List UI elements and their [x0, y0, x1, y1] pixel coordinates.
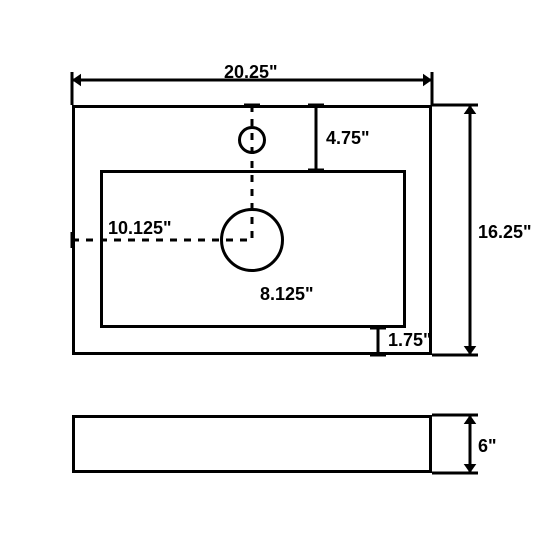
dimension-label-top_outer_width: 20.25" [224, 62, 278, 83]
dimension-label-side_rect_height: 6" [478, 436, 497, 457]
dimension-label-inner_to_bottom: 1.75" [388, 330, 432, 351]
dimension-label-top_outer_height: 16.25" [478, 222, 532, 243]
dimension-label-drain_to_top_outer: 8.125" [260, 284, 314, 305]
diagram-canvas: 20.25" 16.25" 6" 4.75" 1.75" 10.125" 8.125" [0, 0, 550, 550]
dimension-label-drain_to_left_edge: 10.125" [108, 218, 172, 239]
dimension-label-faucet_to_top: 4.75" [326, 128, 370, 149]
